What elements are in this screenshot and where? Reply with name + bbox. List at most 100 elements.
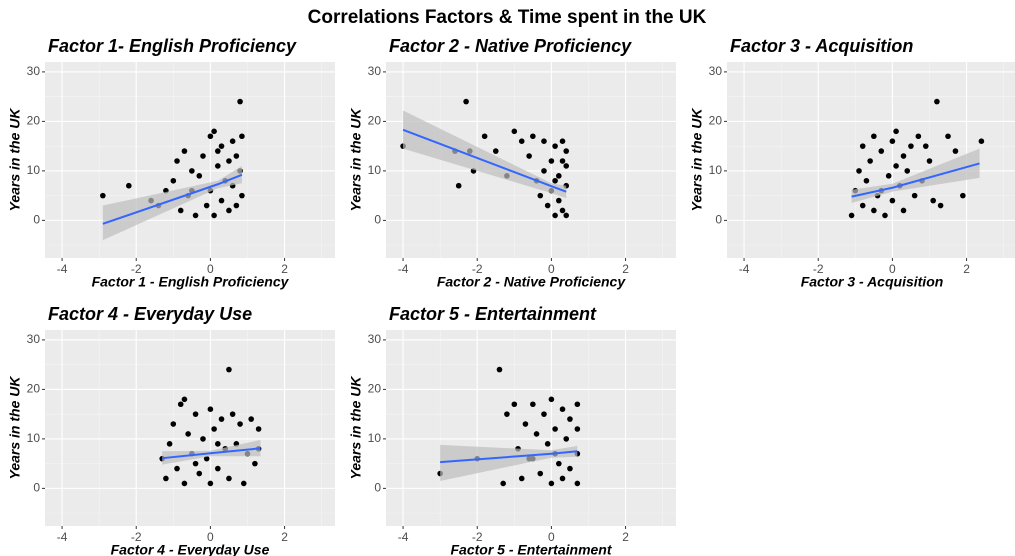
x-tick-label: 0 — [207, 262, 214, 276]
x-tick-label: 2 — [622, 530, 629, 544]
point — [548, 396, 555, 403]
x-tick-label: -4 — [57, 262, 68, 276]
point — [174, 465, 180, 472]
point — [226, 207, 232, 214]
point — [559, 475, 566, 482]
point — [203, 455, 210, 462]
panel-background — [45, 62, 335, 258]
point — [207, 480, 214, 487]
point — [848, 212, 855, 219]
point — [200, 436, 206, 442]
point — [548, 158, 555, 164]
x-axis-label: Factor 5 - Entertainment — [450, 542, 612, 556]
point — [233, 153, 240, 159]
point — [239, 133, 245, 140]
x-tick-label: 0 — [889, 262, 896, 276]
point — [170, 177, 177, 184]
point — [218, 197, 225, 204]
point — [211, 128, 217, 135]
y-tick-label: 30 — [709, 64, 723, 78]
point — [196, 173, 203, 179]
point — [207, 406, 214, 412]
point — [215, 148, 221, 154]
y-axis-label: Years in the UK — [348, 376, 364, 480]
y-tick-label: 0 — [715, 213, 722, 227]
point — [218, 143, 225, 149]
point — [537, 470, 544, 477]
point — [233, 202, 240, 209]
point — [856, 168, 862, 174]
point — [541, 411, 547, 417]
point — [871, 133, 877, 140]
point — [574, 401, 581, 408]
y-axis-label: Years in the UK — [7, 108, 23, 212]
point — [922, 143, 929, 149]
point — [211, 212, 217, 219]
figure-title: Correlations Factors & Time spent in the… — [308, 7, 707, 28]
y-tick-label: 10 — [709, 163, 723, 177]
point — [556, 197, 562, 204]
point — [900, 207, 907, 214]
point — [218, 416, 225, 422]
y-tick-label: 0 — [374, 481, 381, 495]
y-tick-label: 10 — [368, 431, 382, 445]
point — [945, 133, 951, 140]
y-axis-label: Years in the UK — [7, 376, 23, 480]
point — [248, 416, 254, 422]
point — [541, 138, 547, 144]
point — [196, 470, 203, 477]
x-tick-label: 2 — [963, 262, 970, 276]
point — [192, 460, 199, 467]
y-tick-label: 10 — [27, 431, 41, 445]
point — [563, 212, 570, 219]
point — [518, 475, 525, 482]
point — [504, 411, 510, 417]
point — [960, 192, 966, 199]
panel-title: Factor 4 - Everyday Use — [48, 304, 252, 324]
y-axis-label: Years in the UK — [348, 108, 364, 212]
point — [556, 460, 562, 467]
point — [522, 421, 529, 427]
point — [859, 143, 866, 149]
y-tick-label: 20 — [27, 382, 41, 396]
point — [255, 426, 262, 432]
x-axis-label: Factor 2 - Native Proficiency — [437, 274, 627, 290]
x-axis-label: Factor 1 - English Proficiency — [92, 274, 290, 290]
point — [937, 202, 944, 209]
point — [552, 426, 558, 432]
panel-background — [386, 62, 676, 258]
y-tick-label: 0 — [33, 481, 40, 495]
x-axis-label: Factor 4 - Everyday Use — [111, 542, 270, 556]
y-tick-label: 20 — [709, 114, 723, 128]
fit-line — [102, 173, 243, 225]
point — [463, 98, 469, 105]
point — [174, 158, 180, 164]
panel-title: Factor 2 - Native Proficiency — [389, 36, 632, 56]
fit-line — [402, 128, 567, 193]
point — [530, 401, 536, 408]
point — [863, 177, 870, 184]
point — [552, 143, 558, 149]
point — [229, 411, 236, 417]
point — [177, 207, 184, 214]
x-tick-label: -4 — [398, 262, 409, 276]
point — [518, 138, 525, 144]
point — [893, 163, 899, 169]
point — [226, 158, 232, 164]
point — [544, 441, 551, 447]
point — [978, 138, 985, 144]
x-tick-label: -4 — [57, 530, 68, 544]
point — [181, 396, 188, 403]
point — [200, 153, 206, 159]
fit-line — [440, 450, 578, 464]
y-tick-label: 20 — [368, 382, 382, 396]
y-tick-label: 20 — [368, 114, 382, 128]
point — [163, 475, 169, 482]
point — [871, 207, 877, 214]
x-tick-label: -4 — [398, 530, 409, 544]
point — [226, 475, 232, 482]
point — [192, 212, 199, 219]
point — [567, 416, 573, 422]
point — [567, 465, 573, 472]
